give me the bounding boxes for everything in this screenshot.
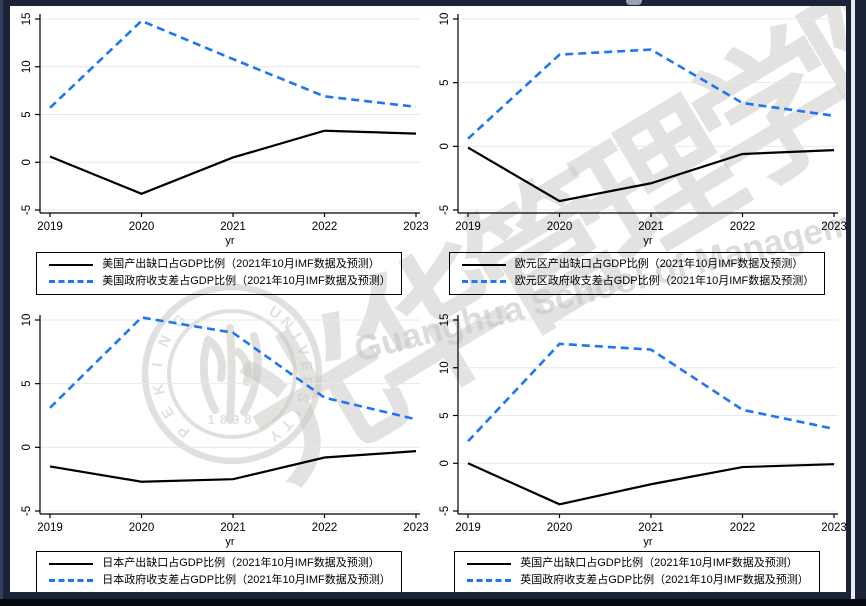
us-plot-area: -5 0 5 10 15 2019 2020 2021 2022 2023 yr <box>21 13 428 247</box>
legend-row: 欧元区政府收支差占GDP比例（2021年10月IMF数据及预测） <box>461 273 815 290</box>
page-right-edge <box>851 0 855 606</box>
svg-text:5: 5 <box>21 380 33 386</box>
chart-uk: -5 0 5 10 15 2019 2020 2021 2022 2023 yr 英国产出缺口占GD… <box>428 299 846 592</box>
svg-text:5: 5 <box>439 79 451 85</box>
legend-row: 英国产出缺口占GDP比例（2021年10月IMF数据及预测） <box>467 555 808 572</box>
svg-text:yr: yr <box>643 235 653 247</box>
svg-text:-5: -5 <box>439 205 451 215</box>
us-legend: 美国产出缺口占GDP比例（2021年10月IMF数据及预测） 美国政府收支差占G… <box>36 252 402 295</box>
svg-text:yr: yr <box>643 536 653 548</box>
japan-legend: 日本产出缺口占GDP比例（2021年10月IMF数据及预测） 日本政府收支差占G… <box>36 551 402 592</box>
chart-eurozone: -5 0 5 10 2019 2020 2021 2022 2023 yr 欧元区产出缺口占GDP… <box>428 6 846 299</box>
chart-japan: -5 0 5 10 2019 2020 2021 2022 2023 yr 日本产出缺口占GDP比… <box>10 299 428 592</box>
japan-plot-area: -5 0 5 10 2019 2020 2021 2022 2023 yr <box>21 314 428 548</box>
svg-text:yr: yr <box>225 235 235 247</box>
dashed-line-sample <box>461 280 506 283</box>
legend-row: 日本政府收支差占GDP比例（2021年10月IMF数据及预测） <box>49 572 391 589</box>
svg-text:2020: 2020 <box>129 522 155 534</box>
japan-output-gap-label: 日本产出缺口占GDP比例（2021年10月IMF数据及预测） <box>102 557 380 569</box>
svg-text:2021: 2021 <box>220 522 246 534</box>
svg-text:15: 15 <box>439 314 451 327</box>
svg-text:2019: 2019 <box>455 522 481 534</box>
svg-text:2020: 2020 <box>547 221 573 233</box>
svg-text:2020: 2020 <box>129 221 155 233</box>
dashed-line-sample <box>467 579 512 582</box>
svg-text:2022: 2022 <box>730 522 756 534</box>
japan-fiscal-balance-label: 日本政府收支差占GDP比例（2021年10月IMF数据及预测） <box>102 574 391 586</box>
uk-output-gap-label: 英国产出缺口占GDP比例（2021年10月IMF数据及预测） <box>520 557 798 569</box>
svg-text:2023: 2023 <box>403 221 428 233</box>
svg-text:2022: 2022 <box>312 221 338 233</box>
svg-text:-5: -5 <box>439 506 451 516</box>
solid-line-sample <box>467 562 512 565</box>
uk-legend: 英国产出缺口占GDP比例（2021年10月IMF数据及预测） 英国政府收支差占G… <box>454 551 820 592</box>
svg-text:2019: 2019 <box>455 221 481 233</box>
window-left-edge <box>0 0 3 606</box>
figure-panel: P E K I N G U N I V E R S I T Y 1898 光华管理学院 Guanghua Schoo… <box>10 6 846 592</box>
svg-text:10: 10 <box>21 314 33 327</box>
svg-text:10: 10 <box>21 60 33 73</box>
chart-us: -5 0 5 10 15 2019 2020 2021 2022 2023 yr 美国产出缺口占GD… <box>10 6 428 299</box>
uk-plot-area: -5 0 5 10 15 2019 2020 2021 2022 2023 yr <box>439 314 846 548</box>
legend-row: 美国政府收支差占GDP比例（2021年10月IMF数据及预测） <box>49 273 391 290</box>
svg-text:0: 0 <box>439 143 451 149</box>
solid-line-sample <box>461 263 506 266</box>
svg-text:2021: 2021 <box>638 221 664 233</box>
svg-text:5: 5 <box>21 111 33 117</box>
eurozone-fiscal-balance-label: 欧元区政府收支差占GDP比例（2021年10月IMF数据及预测） <box>514 275 815 287</box>
svg-text:2019: 2019 <box>37 522 63 534</box>
svg-text:2023: 2023 <box>821 522 846 534</box>
svg-text:2022: 2022 <box>312 522 338 534</box>
solid-line-sample <box>49 263 94 266</box>
legend-row: 美国产出缺口占GDP比例（2021年10月IMF数据及预测） <box>49 256 390 273</box>
dashed-line-sample <box>49 280 94 283</box>
svg-text:10: 10 <box>439 13 451 26</box>
svg-text:2022: 2022 <box>730 221 756 233</box>
legend-row: 日本产出缺口占GDP比例（2021年10月IMF数据及预测） <box>49 555 390 572</box>
window-top-notch <box>626 0 642 5</box>
svg-text:yr: yr <box>225 536 235 548</box>
svg-text:2019: 2019 <box>37 221 63 233</box>
svg-text:15: 15 <box>21 13 33 26</box>
eurozone-plot-area: -5 0 5 10 2019 2020 2021 2022 2023 yr <box>439 13 846 247</box>
us-fiscal-balance-label: 美国政府收支差占GDP比例（2021年10月IMF数据及预测） <box>102 275 391 287</box>
svg-text:2023: 2023 <box>821 221 846 233</box>
eurozone-output-gap-label: 欧元区产出缺口占GDP比例（2021年10月IMF数据及预测） <box>514 258 804 270</box>
svg-text:0: 0 <box>439 460 451 466</box>
svg-text:10: 10 <box>439 361 451 374</box>
svg-text:0: 0 <box>21 159 33 165</box>
uk-fiscal-balance-label: 英国政府收支差占GDP比例（2021年10月IMF数据及预测） <box>520 574 809 586</box>
svg-text:-5: -5 <box>21 506 33 516</box>
svg-text:-5: -5 <box>21 205 33 215</box>
legend-row: 欧元区产出缺口占GDP比例（2021年10月IMF数据及预测） <box>461 256 814 273</box>
dashed-line-sample <box>49 579 94 582</box>
svg-text:2021: 2021 <box>220 221 246 233</box>
solid-line-sample <box>49 562 94 565</box>
window-bottom-edge <box>0 599 866 606</box>
eurozone-legend: 欧元区产出缺口占GDP比例（2021年10月IMF数据及预测） 欧元区政府收支差… <box>448 252 826 295</box>
us-output-gap-label: 美国产出缺口占GDP比例（2021年10月IMF数据及预测） <box>102 258 380 270</box>
svg-text:5: 5 <box>439 412 451 418</box>
legend-row: 英国政府收支差占GDP比例（2021年10月IMF数据及预测） <box>467 572 809 589</box>
chart-grid: -5 0 5 10 15 2019 2020 2021 2022 2023 yr 美国产出缺口占GD… <box>10 6 846 592</box>
svg-text:0: 0 <box>21 444 33 450</box>
svg-text:2020: 2020 <box>547 522 573 534</box>
svg-text:2021: 2021 <box>638 522 664 534</box>
svg-text:2023: 2023 <box>403 522 428 534</box>
